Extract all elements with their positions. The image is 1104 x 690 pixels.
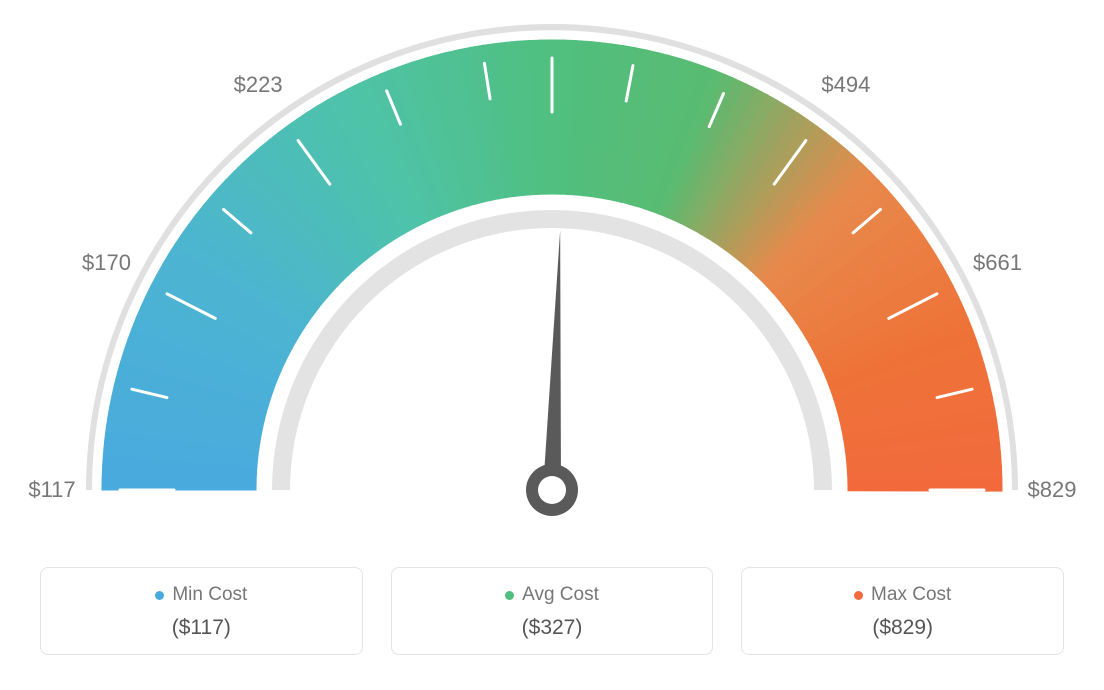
gauge-svg [0, 0, 1104, 560]
gauge-tick-label: $117 [28, 477, 75, 503]
gauge-tick-label: $327 [528, 0, 577, 3]
legend-avg-label: Avg Cost [522, 584, 599, 606]
legend-max-dot [854, 591, 863, 600]
legend-avg-value: ($327) [392, 616, 713, 640]
gauge-tick-label: $661 [973, 250, 1022, 276]
legend-max-label: Max Cost [871, 584, 951, 606]
legend-min-card: Min Cost ($117) [40, 567, 363, 655]
gauge-tick-label: $829 [1028, 477, 1077, 503]
legend-avg-title: Avg Cost [505, 584, 599, 606]
legend-max-value: ($829) [742, 616, 1063, 640]
gauge-needle [543, 230, 561, 490]
gauge-tick-label: $494 [821, 72, 870, 98]
legend-avg-card: Avg Cost ($327) [391, 567, 714, 655]
legend-min-dot [155, 591, 164, 600]
legend-row: Min Cost ($117) Avg Cost ($327) Max Cost… [40, 567, 1064, 655]
legend-avg-dot [505, 591, 514, 600]
legend-max-title: Max Cost [854, 584, 951, 606]
legend-min-value: ($117) [41, 616, 362, 640]
cost-gauge: $117 $170 $223 $327 $494 $661 $829 [0, 0, 1104, 550]
legend-min-label: Min Cost [172, 584, 247, 606]
gauge-hub-inner [538, 476, 566, 504]
gauge-tick-label: $223 [234, 72, 283, 98]
gauge-tick-label: $170 [82, 250, 131, 276]
legend-max-card: Max Cost ($829) [741, 567, 1064, 655]
legend-min-title: Min Cost [155, 584, 247, 606]
